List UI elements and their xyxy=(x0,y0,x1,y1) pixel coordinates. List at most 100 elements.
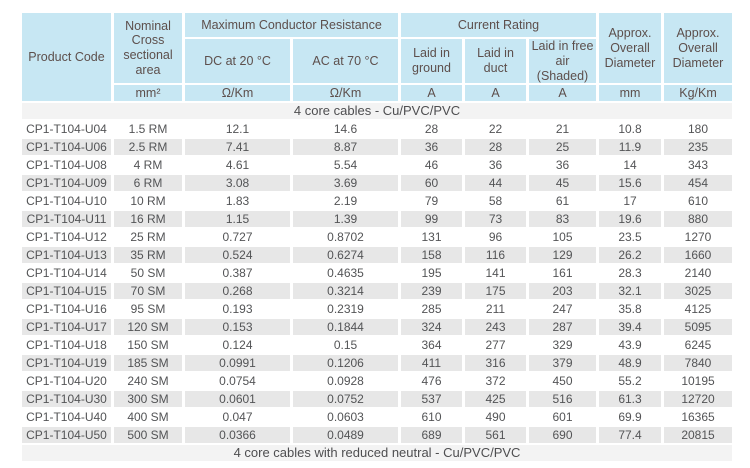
cell: 240 SM xyxy=(127,374,169,389)
table-row: CP1-T104-U15 70 SM 0.268 0.3214 239 175 203 32.… xyxy=(22,283,732,300)
cell: 689 xyxy=(401,427,462,444)
cell: 0.4635 xyxy=(327,266,364,281)
cell: 195 xyxy=(421,266,442,281)
cell: 35 RM xyxy=(114,247,182,264)
cell: 6 RM xyxy=(114,175,182,192)
cell: 17 xyxy=(623,194,637,209)
cell: 561 xyxy=(465,427,526,444)
cell: 175 xyxy=(465,283,526,300)
cell: 39.4 xyxy=(599,319,661,336)
unit-mm2: mm² xyxy=(114,85,182,102)
cell: 4.61 xyxy=(225,158,250,173)
cell: 43.9 xyxy=(618,338,642,353)
unit-duct-amps: A xyxy=(465,85,526,102)
unit-kg-per-km: Kg/Km xyxy=(664,85,732,102)
cell: 161 xyxy=(552,266,573,281)
cell: 0.1844 xyxy=(293,319,398,336)
cell: 490 xyxy=(485,410,506,425)
cell: 69.9 xyxy=(618,410,642,425)
cell: 28.3 xyxy=(618,266,642,281)
cell: 0.3214 xyxy=(293,283,398,300)
cell: 61 xyxy=(555,194,570,209)
cell: 45 xyxy=(529,175,596,192)
col-header-approx-overall-diameter-mm: Approx. Overall Diameter xyxy=(599,13,661,84)
cell: 21 xyxy=(555,122,570,137)
col-header-laid-in-ground: Laid in ground xyxy=(401,39,462,84)
cell: 203 xyxy=(529,283,596,300)
cell: 0.0928 xyxy=(327,374,364,389)
cell: 15.6 xyxy=(599,175,661,192)
cell: 26.2 xyxy=(599,247,661,264)
cell: 120 SM xyxy=(114,319,182,336)
cell: 4 RM xyxy=(133,158,163,173)
cell: 185 SM xyxy=(114,355,182,372)
cell: 400 SM xyxy=(127,410,169,425)
cell: 3025 xyxy=(664,283,732,300)
header-row-units: mm² Ω/Km Ω/Km A A A mm Kg/Km xyxy=(22,85,732,102)
table-row: CP1-T104-U30 300 SM 0.0601 0.0752 537 425 516 6… xyxy=(22,391,732,408)
cell: 10195 xyxy=(681,374,715,389)
cell: 83 xyxy=(529,211,596,228)
col-header-nominal-area: Nominal Cross sectional area xyxy=(114,13,182,84)
cell: CP1-T104-U19 xyxy=(22,355,111,372)
cell: 23.5 xyxy=(618,230,642,245)
table-row: CP1-T104-U16 95 SM 0.193 0.2319 285 211 247 35.… xyxy=(22,301,732,317)
cell: 537 xyxy=(401,391,462,408)
table-row: CP1-T104-U18 150 SM 0.124 0.15 364 277 329 43.9… xyxy=(22,337,732,353)
cell: 14.6 xyxy=(333,122,358,137)
group-header-current-rating: Current Rating xyxy=(401,13,596,37)
table-row: CP1-T104-U14 50 SM 0.387 0.4635 195 141 161 28.… xyxy=(22,265,732,281)
cell: 516 xyxy=(529,391,596,408)
cell: 285 xyxy=(421,302,442,317)
cell: 0.15 xyxy=(333,338,358,353)
cell: 28 xyxy=(424,122,439,137)
cell: 95 SM xyxy=(130,302,166,317)
cell: 60 xyxy=(401,175,462,192)
table-header: Product Code Nominal Cross sectional are… xyxy=(22,13,732,102)
cell: 880 xyxy=(664,211,732,228)
cell: 73 xyxy=(465,211,526,228)
cell: 77.4 xyxy=(599,427,661,444)
cell: 0.387 xyxy=(222,266,253,281)
table-row: CP1-T104-U06 2.5 RM 7.41 8.87 36 28 25 11.9 235 xyxy=(22,139,732,156)
cell: 0.2319 xyxy=(327,302,364,317)
cell: CP1-T104-U11 xyxy=(22,211,111,228)
cell: 0.268 xyxy=(185,283,290,300)
cell: 247 xyxy=(552,302,573,317)
cell: 55.2 xyxy=(618,374,642,389)
cell: 16 RM xyxy=(114,211,182,228)
cell: 141 xyxy=(485,266,506,281)
cell: 5.54 xyxy=(333,158,358,173)
cell: CP1-T104-U20 xyxy=(26,374,107,389)
cell: 0.0601 xyxy=(185,391,290,408)
cell: 99 xyxy=(401,211,462,228)
header-row-subcolumns: DC at 20 °C AC at 70 °C Laid in ground L… xyxy=(22,39,732,84)
cell: CP1-T104-U14 xyxy=(26,266,107,281)
cell: 70 SM xyxy=(114,283,182,300)
col-header-dc-at-20: DC at 20 °C xyxy=(185,39,290,84)
cell: 324 xyxy=(401,319,462,336)
cell: 0.727 xyxy=(222,230,253,245)
cell: 7.41 xyxy=(185,139,290,156)
cell: 14 xyxy=(623,158,637,173)
cell: 1660 xyxy=(664,247,732,264)
cell: 239 xyxy=(401,283,462,300)
cell: 316 xyxy=(465,355,526,372)
cell: 277 xyxy=(485,338,506,353)
cell: 0.8702 xyxy=(327,230,364,245)
cell: 5095 xyxy=(664,319,732,336)
table-row: CP1-T104-U10 10 RM 1.83 2.19 79 58 61 17 610 xyxy=(22,193,732,209)
cell: 2140 xyxy=(684,266,712,281)
cell: 25 xyxy=(529,139,596,156)
cell: 0.1206 xyxy=(293,355,398,372)
cell: 131 xyxy=(421,230,442,245)
group-header-max-conductor-resistance: Maximum Conductor Resistance xyxy=(185,13,398,37)
cell: 36 xyxy=(401,139,462,156)
cell: 610 xyxy=(421,410,442,425)
cell: 6245 xyxy=(684,338,712,353)
cell: 0.0991 xyxy=(185,355,290,372)
cell: CP1-T104-U06 xyxy=(22,139,111,156)
cell: 243 xyxy=(465,319,526,336)
cell: 46 xyxy=(424,158,439,173)
cell: 0.047 xyxy=(222,410,253,425)
